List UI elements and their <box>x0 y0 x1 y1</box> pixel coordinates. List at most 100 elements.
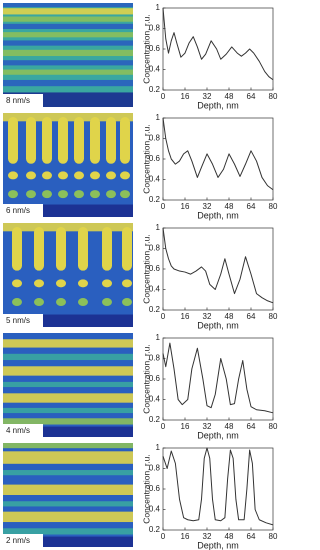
label-box <box>3 94 43 107</box>
map-background <box>3 223 133 327</box>
y-tick-label: 0.8 <box>149 244 161 253</box>
x-tick-label: 16 <box>181 202 190 211</box>
y-tick-label: 0.8 <box>149 354 161 363</box>
x-tick-label: 16 <box>181 92 190 101</box>
line <box>162 7 274 81</box>
y-tick-label: 0.6 <box>149 484 161 493</box>
y-tick-label: 0.4 <box>149 395 161 404</box>
map-band <box>3 393 133 403</box>
x-axis-label: Depth, nm <box>197 210 239 220</box>
y-axis-label: Concentration, r.u. <box>141 124 151 193</box>
figure: 8 nm/s 0.2 0.4 0.6 0.8 1 0 16 32 48 64 80 Depth, nm C… <box>3 3 278 550</box>
map-band <box>3 339 133 348</box>
plot-frame <box>162 227 274 311</box>
x-tick-label: 16 <box>181 532 190 541</box>
x-tick-label: 32 <box>203 422 212 431</box>
map-dot <box>58 171 68 180</box>
map-finger <box>122 227 132 271</box>
speed-label: 4 nm/s <box>6 426 30 435</box>
x-tick-label: 64 <box>247 92 256 101</box>
label-box <box>3 424 43 437</box>
map-dot <box>78 298 88 307</box>
x-axis-label: Depth, nm <box>197 100 239 110</box>
map-finger <box>102 227 112 271</box>
speed-label: 8 nm/s <box>6 96 30 105</box>
map-band <box>3 40 133 46</box>
x-axis-label: Depth, nm <box>197 430 239 440</box>
map-band <box>3 69 133 75</box>
map-dot <box>34 279 44 288</box>
map-finger <box>34 227 44 271</box>
x-axis-label: Depth, nm <box>197 540 239 550</box>
x-tick-label: 48 <box>225 422 234 431</box>
map-band <box>3 60 133 66</box>
map-dot <box>102 298 112 307</box>
x-tick-label: 0 <box>161 312 166 321</box>
x-tick-label: 80 <box>269 312 278 321</box>
label-box <box>3 204 43 217</box>
map-dot <box>12 298 22 307</box>
y-tick-label: 0.4 <box>149 175 161 184</box>
y-tick-label: 0.4 <box>149 65 161 74</box>
x-tick-label: 64 <box>247 532 256 541</box>
y-tick-label: 1 <box>156 223 161 232</box>
x-tick-label: 80 <box>269 92 278 101</box>
map-finger <box>42 117 52 164</box>
x-tick-label: 32 <box>203 532 212 541</box>
map-band <box>3 536 133 547</box>
map-dot <box>74 190 84 199</box>
map-dot <box>56 298 66 307</box>
map-dot <box>58 190 68 199</box>
y-tick-label: 0.6 <box>149 374 161 383</box>
map-band <box>3 484 133 495</box>
label-box <box>3 534 43 547</box>
y-axis-label: Concentration, r.u. <box>141 14 151 83</box>
x-tick-label: 80 <box>269 532 278 541</box>
x-tick-label: 0 <box>161 92 166 101</box>
line <box>162 342 274 414</box>
map-dot <box>42 171 52 180</box>
x-tick-label: 0 <box>161 422 166 431</box>
map-band <box>3 426 133 437</box>
x-tick-label: 80 <box>269 202 278 211</box>
speed-label: 5 nm/s <box>6 316 30 325</box>
map-band <box>3 79 133 87</box>
map-finger <box>106 117 116 164</box>
map-dot <box>34 298 44 307</box>
map-dot <box>122 298 132 307</box>
x-tick-label: 64 <box>247 422 256 431</box>
y-tick-label: 0.8 <box>149 134 161 143</box>
map-band <box>3 49 133 57</box>
y-axis-label: Concentration, r.u. <box>141 454 151 523</box>
x-tick-label: 0 <box>161 532 166 541</box>
map-finger <box>78 227 88 271</box>
map-band <box>3 381 133 388</box>
map-dot <box>122 279 132 288</box>
y-tick-label: 0.8 <box>149 24 161 33</box>
map-band <box>3 16 133 22</box>
x-tick-label: 48 <box>225 202 234 211</box>
y-tick-label: 0.6 <box>149 154 161 163</box>
y-tick-label: 1 <box>156 113 161 122</box>
y-axis-label: Concentration, r.u. <box>141 234 151 303</box>
map-finger <box>12 227 22 271</box>
map-dot <box>102 279 112 288</box>
plot-frame <box>162 447 274 531</box>
speed-label: 6 nm/s <box>6 206 30 215</box>
map-band <box>3 353 133 361</box>
map-dot <box>90 171 100 180</box>
y-tick-label: 1 <box>156 443 161 452</box>
map-dot <box>8 171 18 180</box>
map-finger <box>56 227 66 271</box>
map-finger <box>90 117 100 164</box>
y-tick-label: 0.4 <box>149 285 161 294</box>
map-dot <box>56 279 66 288</box>
map-dot <box>42 190 52 199</box>
map-band <box>3 32 133 38</box>
y-axis-label: Concentration, r.u. <box>141 344 151 413</box>
y-tick-label: 0.2 <box>149 415 161 424</box>
x-axis-label: Depth, nm <box>197 320 239 330</box>
map-finger <box>26 117 36 164</box>
map-dot <box>90 190 100 199</box>
label-box <box>3 314 43 327</box>
